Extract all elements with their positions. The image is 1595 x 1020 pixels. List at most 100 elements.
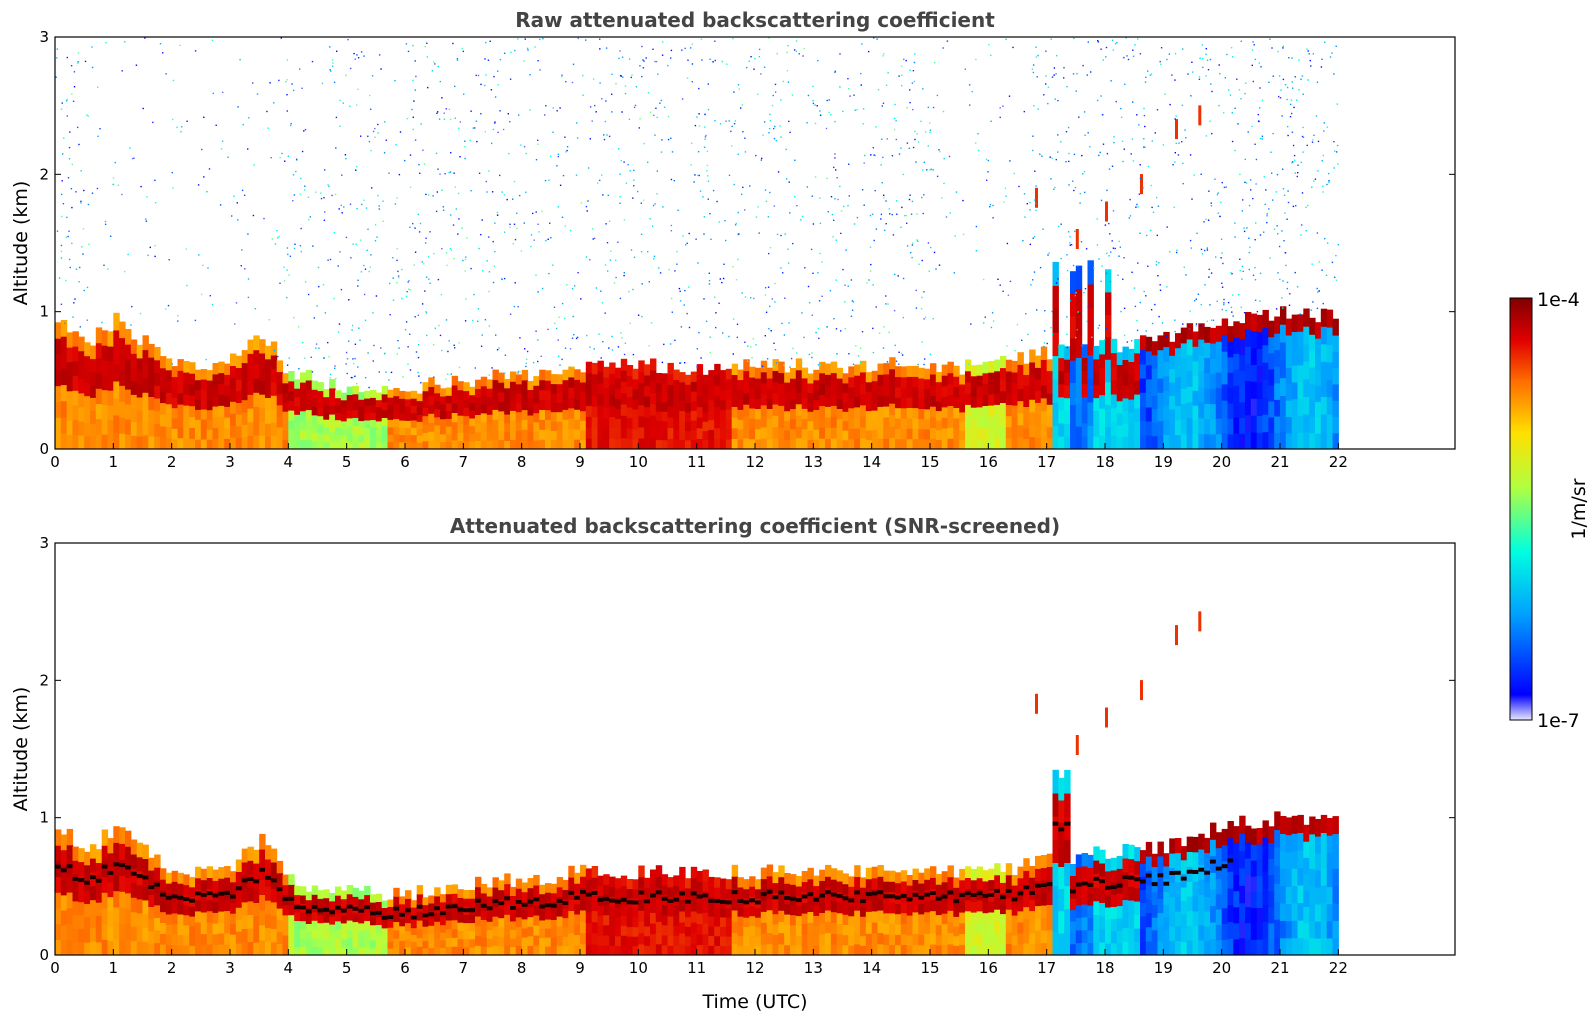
noise-pixel	[453, 172, 455, 174]
heatmap-cell	[1192, 360, 1199, 377]
heatmap-cell	[650, 901, 657, 913]
heatmap-cell	[1303, 396, 1310, 415]
noise-pixel	[633, 185, 635, 187]
noise-pixel	[1254, 143, 1256, 145]
heatmap-cell	[335, 929, 342, 939]
noise-pixel	[706, 170, 708, 172]
heatmap-cell	[1017, 376, 1024, 390]
heatmap-cell	[206, 877, 214, 890]
noise-pixel	[848, 353, 850, 355]
heatmap-cell	[160, 379, 167, 392]
noise-pixel	[494, 222, 496, 224]
noise-pixel	[323, 197, 325, 199]
heatmap-cell	[370, 419, 377, 428]
noise-pixel	[667, 64, 669, 67]
noise-pixel	[900, 352, 903, 354]
heatmap-cell	[510, 946, 517, 955]
noise-pixel	[964, 68, 966, 70]
noise-pixel	[774, 125, 776, 128]
heatmap-cell	[1070, 337, 1077, 361]
noise-pixel	[97, 86, 99, 89]
noise-pixel	[236, 202, 238, 204]
heatmap-cell	[801, 408, 809, 420]
noise-pixel	[62, 153, 64, 155]
heatmap-cell	[959, 393, 966, 404]
heatmap-cell	[527, 406, 534, 416]
layer-top-mark	[410, 915, 418, 920]
noise-pixel	[485, 41, 487, 44]
noise-pixel	[91, 192, 94, 194]
heatmap-cell	[60, 432, 68, 449]
heatmap-cell	[428, 895, 435, 904]
heatmap-cell	[265, 927, 272, 942]
heatmap-cell	[165, 872, 173, 884]
noise-pixel	[1102, 143, 1105, 145]
heatmap-cell	[725, 378, 733, 390]
heatmap-cell	[393, 418, 400, 427]
noise-pixel	[1313, 134, 1315, 136]
noise-pixel	[1225, 309, 1227, 312]
heatmap-cell	[556, 402, 564, 413]
heatmap-cell	[352, 425, 359, 434]
heatmap-cell	[317, 382, 324, 392]
layer-top-mark	[247, 877, 254, 881]
heatmap-cell	[107, 434, 114, 449]
heatmap-cell	[620, 370, 628, 382]
noise-pixel	[758, 48, 761, 51]
noise-pixel	[901, 74, 903, 76]
heatmap-cell	[854, 375, 861, 387]
heatmap-cell	[358, 434, 365, 443]
heatmap-cell	[451, 946, 459, 955]
heatmap-cell	[661, 934, 669, 946]
heatmap-cell	[790, 398, 797, 410]
heatmap-cell	[883, 406, 890, 418]
heatmap-cell	[615, 428, 622, 440]
heatmap-cell	[597, 360, 604, 373]
heatmap-cell	[1116, 376, 1124, 390]
heatmap-cell	[90, 410, 97, 424]
noise-pixel	[862, 123, 864, 125]
heatmap-cell	[265, 371, 272, 386]
heatmap-cell	[107, 390, 114, 406]
noise-pixel	[780, 99, 782, 101]
heatmap-cell	[644, 427, 651, 439]
noise-pixel	[1023, 193, 1026, 195]
heatmap-cell	[305, 939, 313, 948]
heatmap-cell	[714, 438, 721, 449]
noise-pixel	[1252, 197, 1254, 200]
heatmap-cell	[445, 395, 453, 404]
heatmap-cell	[457, 938, 464, 948]
heatmap-cell	[772, 381, 779, 394]
heatmap-cell	[486, 440, 494, 449]
noise-pixel	[908, 198, 911, 201]
layer-top-mark	[107, 870, 114, 875]
noise-pixel	[363, 264, 365, 267]
layer-top-mark	[335, 905, 342, 910]
noise-pixel	[414, 316, 416, 318]
heatmap-cell	[655, 401, 663, 412]
heatmap-cell	[644, 374, 651, 387]
noise-pixel	[624, 92, 627, 95]
noise-pixel	[703, 298, 705, 300]
heatmap-cell	[521, 419, 529, 430]
heatmap-cell	[1280, 359, 1287, 379]
heatmap-cell	[871, 400, 879, 411]
heatmap-cell	[282, 914, 289, 926]
noise-pixel	[286, 247, 289, 249]
noise-pixel	[686, 242, 688, 244]
heatmap-cell	[638, 921, 645, 934]
heatmap-cell	[679, 877, 686, 890]
noise-pixel	[733, 318, 735, 320]
heatmap-cell	[119, 353, 126, 370]
noise-pixel	[606, 242, 609, 244]
y-tick-label: 2	[39, 165, 49, 183]
heatmap-cell	[247, 380, 254, 395]
heatmap-cell	[434, 441, 441, 449]
layer-top-mark	[352, 906, 359, 911]
noise-pixel	[801, 361, 803, 363]
noise-pixel	[374, 136, 376, 138]
heatmap-cell	[510, 929, 517, 939]
heatmap-cell	[282, 401, 289, 412]
noise-pixel	[425, 193, 427, 196]
heatmap-cell	[224, 910, 231, 923]
